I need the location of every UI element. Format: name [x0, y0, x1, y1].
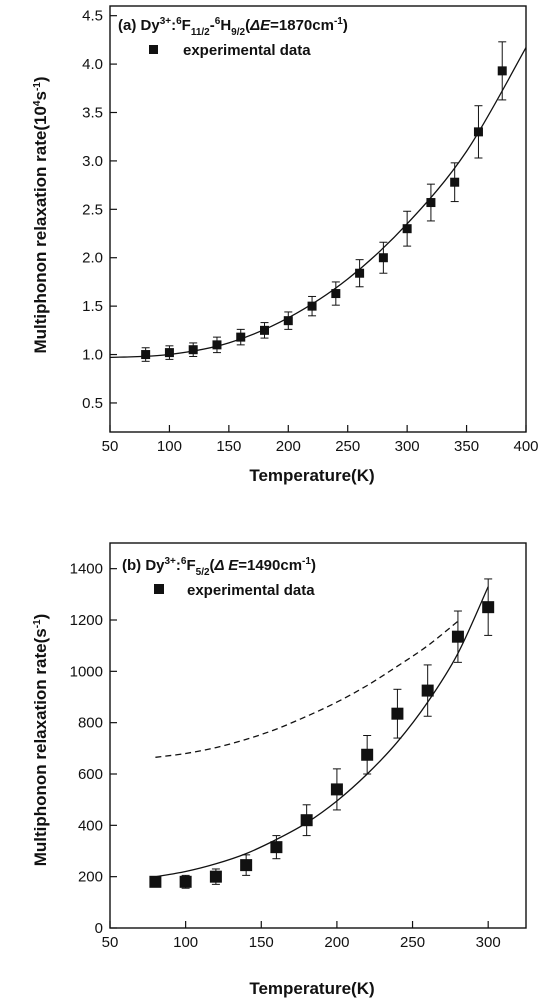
panel-b-marks — [149, 578, 495, 889]
fit-curve — [155, 586, 489, 878]
panel-b-ylabel: Multiphonon relaxation rate(s-1) — [31, 614, 50, 867]
data-point — [179, 875, 192, 888]
x-tick-label: 50 — [102, 934, 119, 951]
y-tick-label: 1.5 — [82, 298, 103, 315]
x-tick-label: 200 — [276, 438, 301, 455]
data-point — [307, 301, 317, 311]
data-point — [260, 325, 270, 335]
data-point — [451, 630, 464, 643]
data-point — [149, 875, 162, 888]
x-tick-label: 250 — [400, 934, 425, 951]
panel-b-legend-label: experimental data — [187, 582, 315, 599]
y-tick-label: 0 — [95, 920, 103, 937]
panel-b-xlabel: Temperature(K) — [249, 979, 374, 998]
x-tick-label: 400 — [513, 438, 538, 455]
data-point — [450, 177, 460, 187]
panel-b-frame — [109, 542, 527, 929]
y-tick-label: 4.5 — [82, 8, 103, 25]
data-point — [212, 340, 222, 350]
y-tick-label: 2.0 — [82, 250, 103, 267]
x-tick-label: 100 — [173, 934, 198, 951]
panel-a-annotation: (a) Dy3+:6F11/2-6H9/2(ΔE=1870cm-1) — [118, 16, 348, 38]
x-tick-label: 100 — [157, 438, 182, 455]
data-point — [283, 316, 293, 326]
panel-b: 50 100 150 200 250 300 0 200 400 600 800 1000 1200 14… — [31, 542, 527, 998]
data-point — [391, 707, 404, 720]
data-point — [270, 841, 283, 854]
y-tick-label: 1.0 — [82, 347, 103, 364]
y-tick-label: 3.0 — [82, 153, 103, 170]
x-tick-label: 150 — [249, 934, 274, 951]
x-tick-label: 250 — [335, 438, 360, 455]
x-tick-label: 200 — [324, 934, 349, 951]
panel-a-frame — [109, 5, 527, 433]
data-point — [240, 859, 253, 872]
data-point — [331, 289, 341, 299]
panel-a-ticks: 50 100 150 200 250 300 350 400 0.5 1.0 1.5 2.0 2.5 3.… — [82, 8, 538, 455]
data-point — [482, 601, 495, 614]
y-tick-label: 4.0 — [82, 56, 103, 73]
y-tick-label: 2.5 — [82, 201, 103, 218]
fit-curve — [109, 47, 527, 359]
x-tick-label: 150 — [216, 438, 241, 455]
data-point — [402, 224, 412, 234]
panel-a-ylabel: Multiphonon relaxation rate(104s-1) — [31, 76, 50, 353]
data-point — [497, 66, 507, 76]
data-point — [361, 748, 374, 761]
y-tick-label: 200 — [78, 869, 103, 886]
panel-b-legend-marker — [154, 584, 164, 594]
data-point — [300, 814, 313, 827]
panel-a-xlabel: Temperature(K) — [249, 466, 374, 485]
y-tick-label: 3.5 — [82, 105, 103, 122]
data-point — [188, 345, 198, 355]
y-tick-label: 1000 — [70, 663, 103, 680]
data-point — [164, 348, 174, 358]
x-tick-label: 300 — [476, 934, 501, 951]
y-tick-label: 1400 — [70, 561, 103, 578]
data-point — [421, 684, 434, 697]
x-tick-label: 300 — [395, 438, 420, 455]
data-point — [141, 350, 151, 360]
data-point — [355, 268, 365, 278]
data-point — [378, 253, 388, 263]
y-tick-label: 0.5 — [82, 395, 103, 412]
panel-a-legend-label: experimental data — [183, 42, 311, 59]
y-tick-label: 1200 — [70, 612, 103, 629]
y-tick-label: 400 — [78, 817, 103, 834]
panel-a: 50 100 150 200 250 300 350 400 0.5 1.0 1.5 2.0 2.5 3.… — [31, 5, 539, 485]
x-tick-label: 50 — [102, 438, 119, 455]
data-point — [426, 198, 436, 208]
panel-a-legend-marker — [149, 45, 158, 54]
x-tick-label: 350 — [454, 438, 479, 455]
data-point — [209, 870, 222, 883]
panel-a-marks — [109, 41, 527, 362]
panel-b-annotation: (b) Dy3+:6F5/2(Δ E=1490cm-1) — [122, 556, 316, 578]
data-point — [330, 783, 343, 796]
y-tick-label: 600 — [78, 766, 103, 783]
data-point — [236, 332, 246, 342]
dashed-curve — [155, 620, 459, 758]
y-tick-label: 800 — [78, 715, 103, 732]
panel-b-ticks: 50 100 150 200 250 300 0 200 400 600 800 1000 1200 14… — [70, 561, 501, 951]
